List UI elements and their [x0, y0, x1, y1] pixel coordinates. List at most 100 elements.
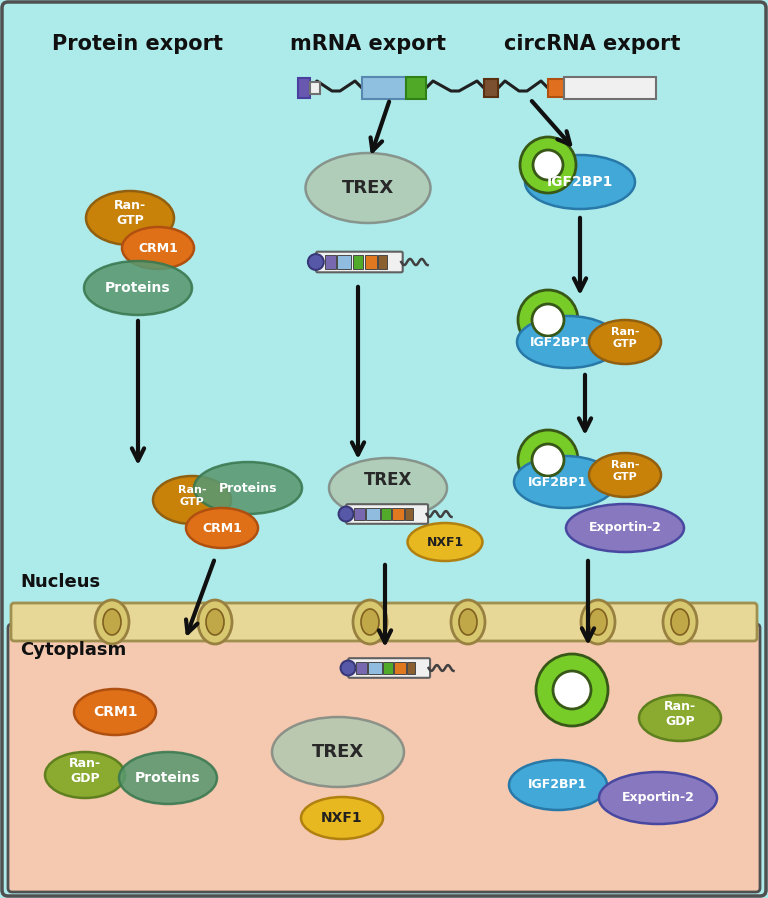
Circle shape — [533, 150, 563, 180]
Ellipse shape — [459, 609, 477, 635]
Text: IGF2BP1: IGF2BP1 — [528, 476, 588, 489]
Bar — [365, 255, 377, 269]
Text: Ran-
GDP: Ran- GDP — [69, 757, 101, 785]
Text: Ran-
GTP: Ran- GTP — [611, 327, 639, 348]
Ellipse shape — [84, 261, 192, 315]
Ellipse shape — [517, 316, 619, 368]
Circle shape — [340, 661, 356, 675]
Bar — [379, 255, 387, 269]
Bar — [392, 507, 404, 520]
Ellipse shape — [45, 752, 125, 798]
Bar — [353, 255, 363, 269]
Text: NXF1: NXF1 — [426, 535, 464, 549]
Text: Ran-
GTP: Ran- GTP — [611, 460, 639, 482]
Bar — [383, 662, 393, 674]
Ellipse shape — [408, 523, 482, 561]
Text: CRM1: CRM1 — [202, 522, 242, 534]
Text: CRM1: CRM1 — [138, 242, 178, 254]
Text: Ran-
GDP: Ran- GDP — [664, 700, 696, 728]
Text: IGF2BP1: IGF2BP1 — [528, 779, 588, 791]
Bar — [369, 662, 382, 674]
Text: TREX: TREX — [342, 179, 394, 197]
FancyBboxPatch shape — [11, 603, 757, 641]
Ellipse shape — [122, 227, 194, 269]
Bar — [356, 662, 367, 674]
Bar — [484, 79, 498, 97]
Ellipse shape — [599, 772, 717, 824]
Text: IGF2BP1: IGF2BP1 — [547, 175, 613, 189]
Text: Exportin-2: Exportin-2 — [621, 791, 694, 805]
Ellipse shape — [361, 609, 379, 635]
Text: Protein export: Protein export — [52, 34, 223, 54]
Ellipse shape — [589, 609, 607, 635]
Ellipse shape — [353, 600, 387, 644]
Text: CRM1: CRM1 — [93, 705, 137, 719]
Text: TREX: TREX — [312, 743, 364, 761]
Bar — [548, 79, 564, 97]
Text: Cytoplasm: Cytoplasm — [20, 641, 126, 659]
Bar — [354, 507, 365, 520]
Circle shape — [532, 304, 564, 336]
FancyBboxPatch shape — [8, 624, 760, 892]
Bar — [337, 255, 352, 269]
Text: Nucleus: Nucleus — [20, 573, 100, 591]
Text: IGF2BP1: IGF2BP1 — [531, 336, 590, 348]
Circle shape — [553, 671, 591, 709]
Ellipse shape — [514, 456, 616, 508]
Ellipse shape — [566, 504, 684, 552]
Ellipse shape — [509, 760, 607, 810]
Bar — [407, 662, 415, 674]
Text: Ran-
GTP: Ran- GTP — [177, 485, 207, 506]
Text: Proteins: Proteins — [105, 281, 170, 295]
Circle shape — [518, 430, 578, 490]
Ellipse shape — [186, 508, 258, 548]
Ellipse shape — [525, 155, 635, 209]
Ellipse shape — [639, 695, 721, 741]
FancyBboxPatch shape — [346, 504, 428, 524]
Bar — [362, 77, 406, 99]
Ellipse shape — [663, 600, 697, 644]
Circle shape — [308, 254, 324, 270]
Text: mRNA export: mRNA export — [290, 34, 446, 54]
FancyBboxPatch shape — [348, 658, 430, 678]
Circle shape — [536, 654, 608, 726]
Ellipse shape — [119, 752, 217, 804]
Bar — [381, 507, 391, 520]
Ellipse shape — [272, 717, 404, 787]
Ellipse shape — [86, 191, 174, 245]
Bar — [406, 77, 426, 99]
Text: Exportin-2: Exportin-2 — [588, 522, 661, 534]
Circle shape — [532, 444, 564, 476]
Ellipse shape — [95, 600, 129, 644]
Ellipse shape — [589, 453, 661, 497]
Bar — [394, 662, 406, 674]
Ellipse shape — [194, 462, 302, 514]
Ellipse shape — [671, 609, 689, 635]
Ellipse shape — [301, 797, 383, 839]
Circle shape — [518, 290, 578, 350]
Ellipse shape — [153, 476, 231, 524]
Bar — [325, 255, 336, 269]
Ellipse shape — [329, 458, 447, 518]
Ellipse shape — [74, 689, 156, 735]
Ellipse shape — [198, 600, 232, 644]
FancyBboxPatch shape — [316, 251, 402, 272]
Ellipse shape — [589, 320, 661, 364]
Ellipse shape — [206, 609, 224, 635]
Bar — [405, 507, 413, 520]
Ellipse shape — [581, 600, 615, 644]
Text: Proteins: Proteins — [219, 481, 277, 495]
Bar — [310, 82, 320, 94]
Text: TREX: TREX — [364, 471, 412, 489]
Text: circRNA export: circRNA export — [504, 34, 680, 54]
Ellipse shape — [103, 609, 121, 635]
Ellipse shape — [451, 600, 485, 644]
Circle shape — [520, 137, 576, 193]
Text: NXF1: NXF1 — [321, 811, 362, 825]
Bar — [564, 77, 656, 99]
Text: Ran-
GTP: Ran- GTP — [114, 199, 146, 227]
Ellipse shape — [306, 153, 431, 223]
Bar — [366, 507, 379, 520]
Text: Proteins: Proteins — [135, 771, 200, 785]
Circle shape — [339, 506, 353, 522]
